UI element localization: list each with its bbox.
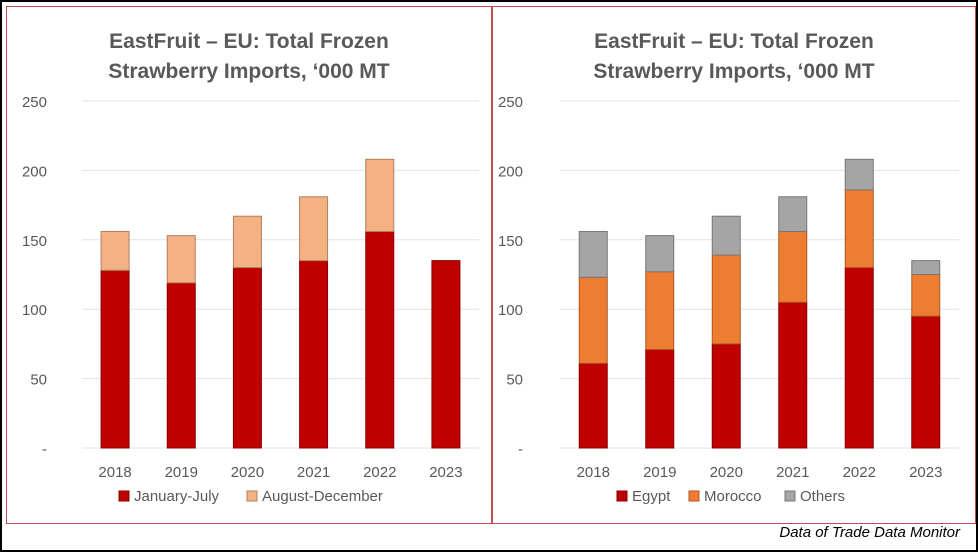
chart-title-left-line1: EastFruit – EU: Total Frozen — [109, 30, 389, 53]
legend-swatch — [784, 490, 796, 502]
bar-others-2020 — [711, 215, 741, 256]
y-tick-label: 100 — [498, 302, 523, 319]
legend-label: January-July — [134, 488, 220, 505]
bar-others-2023 — [911, 260, 941, 275]
bar-morocco-2023 — [911, 274, 941, 317]
bar-morocco-2022 — [844, 189, 874, 269]
bar-january-july-2018 — [100, 269, 130, 449]
bar-morocco-2021 — [778, 230, 808, 303]
bar-egypt-2019 — [645, 348, 675, 449]
bar-egypt-2021 — [778, 301, 808, 449]
x-tick-label: 2023 — [429, 464, 462, 481]
y-tick-label: 150 — [22, 233, 47, 250]
x-tick-label: 2021 — [776, 464, 809, 481]
bar-august-december-2022 — [365, 158, 395, 232]
bar-morocco-2020 — [711, 254, 741, 345]
y-tick-label: - — [42, 441, 47, 458]
bar-others-2019 — [645, 235, 675, 273]
bar-egypt-2018 — [578, 362, 608, 449]
bar-august-december-2021 — [299, 196, 329, 262]
bar-january-july-2023 — [431, 260, 461, 449]
chart-title-right-line2: Strawberry Imports, ‘000 MT — [593, 60, 875, 83]
legend-label: Others — [800, 488, 845, 505]
legend-swatch — [616, 490, 628, 502]
x-tick-label: 2022 — [843, 464, 876, 481]
x-tick-label: 2019 — [643, 464, 676, 481]
bar-morocco-2018 — [578, 276, 608, 364]
y-tick-label: 250 — [498, 94, 523, 111]
x-tick-label: 2019 — [165, 464, 198, 481]
chart-title-left-line2: Strawberry Imports, ‘000 MT — [108, 60, 390, 83]
legend-label: Morocco — [704, 488, 762, 505]
legend-swatch — [118, 490, 130, 502]
bar-others-2022 — [844, 158, 874, 191]
bar-egypt-2023 — [911, 315, 941, 449]
legend-label: August-December — [262, 488, 383, 505]
bar-morocco-2019 — [645, 271, 675, 350]
bar-january-july-2022 — [365, 230, 395, 449]
y-tick-label: 250 — [22, 94, 47, 111]
chart-panel-left: EastFruit – EU: Total Frozen Strawberry … — [6, 6, 492, 524]
x-tick-label: 2021 — [297, 464, 330, 481]
x-tick-label: 2022 — [363, 464, 396, 481]
y-tick-label: 150 — [498, 233, 523, 250]
bar-august-december-2018 — [100, 230, 130, 271]
bar-january-july-2020 — [232, 267, 262, 449]
y-tick-label: 200 — [22, 163, 47, 180]
x-tick-label: 2018 — [98, 464, 131, 481]
bar-january-july-2021 — [299, 260, 329, 449]
chart-title-right-line1: EastFruit – EU: Total Frozen — [594, 30, 874, 53]
legend-swatch — [246, 490, 258, 502]
bar-egypt-2020 — [711, 343, 741, 449]
bar-january-july-2019 — [166, 282, 196, 449]
bar-august-december-2020 — [232, 215, 262, 269]
bar-chart-origin: - 50 100 150 200 250 2018 2019 2020 2021 2022 2023 E… — [498, 94, 959, 505]
x-tick-label: 2020 — [710, 464, 743, 481]
x-tick-label: 2018 — [577, 464, 610, 481]
y-tick-label: 50 — [506, 372, 523, 389]
x-tick-label: 2023 — [909, 464, 942, 481]
bar-chart-seasonal: - 50 100 150 200 250 2018 2019 2020 2021 2022 2023 J… — [22, 94, 479, 505]
x-tick-label: 2020 — [231, 464, 264, 481]
source-note: Data of Trade Data Monitor — [779, 524, 960, 541]
chart-panel-right: EastFruit – EU: Total Frozen Strawberry … — [492, 6, 976, 524]
y-tick-label: 200 — [498, 163, 523, 180]
y-tick-label: 100 — [22, 302, 47, 319]
y-tick-label: 50 — [30, 372, 47, 389]
legend-swatch — [688, 490, 700, 502]
bar-egypt-2022 — [844, 267, 874, 449]
chart-title-left: EastFruit – EU: Total Frozen Strawberry … — [7, 27, 491, 87]
bar-others-2018 — [578, 230, 608, 278]
chart-title-right: EastFruit – EU: Total Frozen Strawberry … — [493, 27, 975, 87]
bar-others-2021 — [778, 196, 808, 232]
y-tick-label: - — [518, 441, 523, 458]
bar-august-december-2019 — [166, 235, 196, 284]
legend-label: Egypt — [632, 488, 671, 505]
